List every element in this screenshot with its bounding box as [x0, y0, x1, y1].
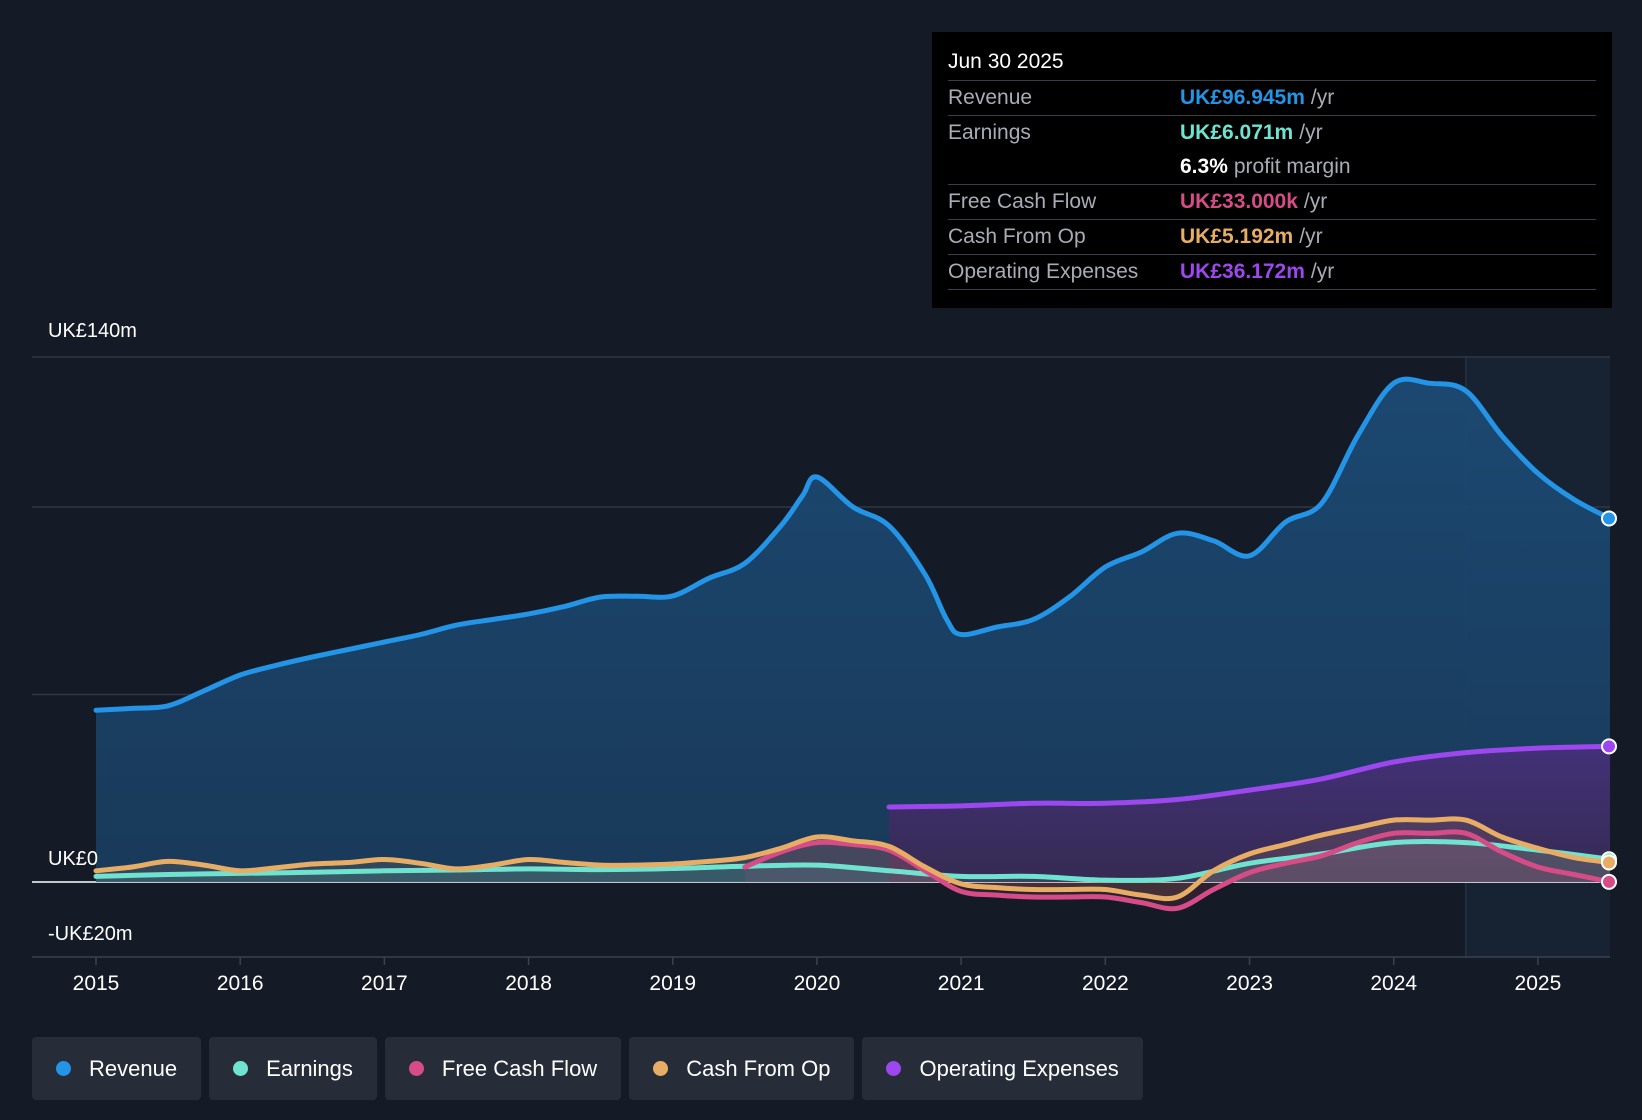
y-axis-label: -UK£20m — [48, 923, 132, 945]
tooltip-unit: profit margin — [1233, 155, 1351, 178]
x-tick-label: 2025 — [1515, 972, 1562, 995]
legend: Revenue Earnings Free Cash Flow Cash Fro… — [32, 1037, 1143, 1100]
legend-item-revenue[interactable]: Revenue — [32, 1037, 202, 1100]
legend-label: Cash From Op — [686, 1055, 831, 1081]
earnings-dot-icon — [233, 1061, 249, 1076]
x-tick-label: 2021 — [938, 972, 985, 995]
cfo-end-marker — [1601, 854, 1617, 871]
opex-end-marker — [1601, 738, 1617, 755]
tooltip-value: UK£5.192m — [1180, 225, 1294, 248]
x-tick-label: 2016 — [217, 972, 264, 995]
tooltip-row-cfo: Cash From Op UK£5.192m /yr — [948, 220, 1596, 255]
legend-item-cfo[interactable]: Cash From Op — [629, 1037, 855, 1100]
tooltip-value: UK£36.172m — [1180, 260, 1305, 283]
tooltip-label: Free Cash Flow — [948, 190, 1097, 213]
cfo-dot-icon — [653, 1061, 669, 1076]
tooltip-row-fcf: Free Cash Flow UK£33.000k /yr — [948, 185, 1596, 220]
tooltip-date: Jun 30 2025 — [948, 46, 1596, 81]
tooltip-label — [948, 150, 1180, 184]
tooltip-unit: /yr — [1310, 260, 1335, 283]
legend-label: Earnings — [266, 1055, 353, 1081]
x-tick-label: 2024 — [1370, 972, 1417, 995]
x-tick-label: 2019 — [649, 972, 696, 995]
tooltip-value: UK£33.000k — [1180, 190, 1298, 213]
legend-label: Revenue — [89, 1055, 178, 1081]
x-tick-label: 2023 — [1226, 972, 1273, 995]
tooltip-value: 6.3% — [1180, 155, 1228, 178]
x-tick-label: 2020 — [794, 972, 841, 995]
fcf-end-marker — [1601, 873, 1617, 890]
x-tick-label: 2022 — [1082, 972, 1129, 995]
tooltip-unit: /yr — [1303, 190, 1328, 213]
tooltip-label: Cash From Op — [948, 225, 1086, 248]
legend-item-fcf[interactable]: Free Cash Flow — [384, 1037, 622, 1100]
revenue-line — [93, 376, 1613, 713]
x-tick-label: 2018 — [505, 972, 552, 995]
x-tick-label: 2015 — [73, 972, 120, 995]
x-tick-label: 2017 — [361, 972, 408, 995]
opex-dot-icon — [886, 1061, 902, 1076]
cfo-line — [93, 816, 1613, 902]
revenue-dot-icon — [56, 1061, 71, 1076]
tooltip-value: UK£6.071m — [1180, 121, 1294, 144]
legend-label: Operating Expenses — [919, 1055, 1119, 1081]
tooltip-row-profit-margin: 6.3% profit margin — [948, 150, 1596, 185]
tooltip-row-earnings: Earnings UK£6.071m /yr — [948, 116, 1596, 150]
fcf-line — [742, 829, 1613, 912]
legend-label: Free Cash Flow — [441, 1055, 598, 1081]
revenue-area — [96, 379, 1610, 882]
legend-item-opex[interactable]: Operating Expenses — [862, 1037, 1143, 1100]
tooltip-unit: /yr — [1299, 225, 1323, 248]
revenue-end-marker — [1601, 510, 1617, 527]
legend-item-earnings[interactable]: Earnings — [209, 1037, 377, 1100]
tooltip-row-opex: Operating Expenses UK£36.172m /yr — [948, 255, 1596, 290]
tooltip-row-revenue: Revenue UK£96.945m /yr — [948, 81, 1596, 116]
tooltip-label: Revenue — [948, 86, 1033, 109]
opex-line — [886, 743, 1613, 810]
tooltip-label: Operating Expenses — [948, 260, 1139, 283]
tooltip: Jun 30 2025 Revenue UK£96.945m /yr Earni… — [932, 32, 1612, 308]
tooltip-value: UK£96.945m — [1180, 86, 1305, 109]
fcf-dot-icon — [408, 1061, 424, 1076]
tooltip-unit: /yr — [1310, 86, 1335, 109]
y-axis-label: UK£140m — [48, 320, 137, 342]
opex-area — [889, 746, 1610, 882]
tooltip-label: Earnings — [948, 121, 1031, 144]
y-axis-label: UK£0 — [48, 848, 98, 870]
earnings-line — [93, 838, 1613, 883]
tooltip-unit: /yr — [1299, 121, 1323, 144]
